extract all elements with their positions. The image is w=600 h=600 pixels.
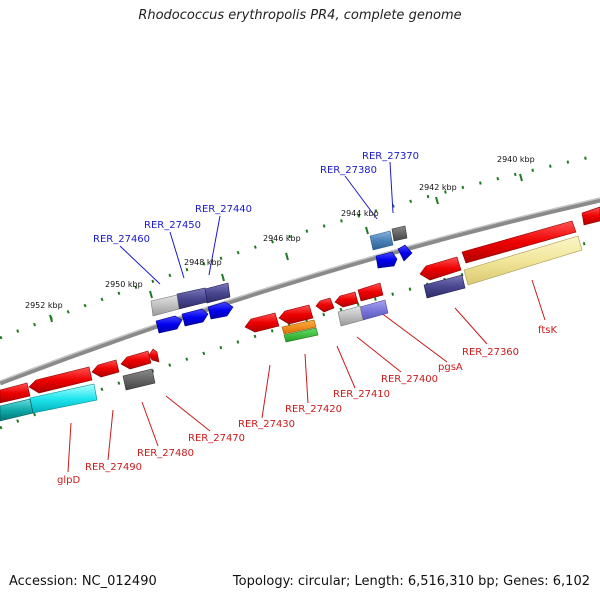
reverse-gene-labels: ftsK RER_27360 pgsA RER_27400 RER_27410 … <box>57 325 557 486</box>
gene-rer-27380b <box>397 244 413 262</box>
gene-rer-27470-red <box>120 350 152 370</box>
gene-rer-27470-small <box>148 348 160 363</box>
gene-rer-27410 <box>337 305 364 327</box>
gene-rer-27420-orange <box>281 319 317 335</box>
gene-pgsa-red3 <box>315 297 335 313</box>
gene-rer-27460 <box>150 294 180 317</box>
gene-rer-27380 <box>375 251 398 269</box>
gene-pgsa-red <box>357 282 384 302</box>
kbp-labels: 2940 kbp 2942 kbp 2944 kbp 2946 kbp 2948… <box>25 155 535 310</box>
gene-rer-27420-green <box>283 327 319 343</box>
gene-rer-27440 <box>204 282 231 304</box>
major-ticks <box>49 173 523 323</box>
kbp-label: 2950 kbp <box>105 280 143 289</box>
gene-ftsk-yellow <box>463 235 583 286</box>
kbp-label: 2948 kbp <box>184 258 222 267</box>
gene-ftsk <box>461 220 577 264</box>
reverse-features <box>0 206 600 422</box>
gene-label: RER_27360 <box>462 347 519 358</box>
gene-label: RER_27480 <box>137 448 194 459</box>
gene-label: ftsK <box>538 325 557 336</box>
gene-rer-27360 <box>423 274 466 299</box>
gene-label: RER_27470 <box>188 433 245 444</box>
gene-rer-27450 <box>176 287 208 310</box>
gene-rer-27490 <box>91 359 120 378</box>
kbp-label: 2946 kbp <box>263 234 301 243</box>
gene-rer-27430-a <box>278 304 314 325</box>
gene-label: glpD <box>57 475 80 486</box>
gene-blue-b <box>181 308 209 327</box>
forward-gene-labels: RER_27370 RER_27380 RER_27440 RER_27450 … <box>93 151 419 245</box>
genome-backbone-highlight <box>0 197 600 382</box>
gene-rer-27360-red <box>419 256 462 281</box>
gene-rer-27370 <box>391 225 408 242</box>
gene-label: RER_27410 <box>333 389 390 400</box>
gene-label: RER_27490 <box>85 462 142 473</box>
genome-summary: Topology: circular; Length: 6,516,310 bp… <box>232 574 590 589</box>
kbp-label: 2940 kbp <box>497 155 535 164</box>
gene-left-red <box>0 382 31 404</box>
genome-backbone <box>0 197 600 386</box>
gene-label: RER_27370 <box>362 151 419 162</box>
accession-label: Accession: NC_012490 <box>9 574 157 589</box>
forward-features <box>150 225 413 334</box>
gene-blue-c <box>207 301 234 320</box>
gene-label: RER_27400 <box>381 374 438 385</box>
page-title: Rhodococcus erythropolis PR4, complete g… <box>138 8 462 23</box>
gene-label: RER_27420 <box>285 404 342 415</box>
outer-tick-ring <box>0 153 600 340</box>
kbp-label: 2944 kbp <box>341 209 379 218</box>
gene-glpd-red <box>28 366 93 394</box>
gene-label: RER_27460 <box>93 234 150 245</box>
gene-far-right-red <box>581 206 600 226</box>
gene-rer-27430-b <box>244 312 280 333</box>
gene-blue-a <box>155 315 183 334</box>
gene-glpd-teal <box>0 398 34 422</box>
gene-steel <box>369 230 394 251</box>
gene-label: RER_27450 <box>144 220 201 231</box>
leader-lines <box>67 161 546 473</box>
kbp-label: 2952 kbp <box>25 301 63 310</box>
gene-rer-27480 <box>122 368 156 391</box>
gene-label: pgsA <box>438 362 463 373</box>
gene-label: RER_27440 <box>195 204 252 215</box>
gene-pgsa-red2 <box>334 291 359 308</box>
gene-label: RER_27430 <box>238 419 295 430</box>
kbp-label: 2942 kbp <box>419 183 457 192</box>
gene-rer-27400 <box>359 299 389 321</box>
gene-label: RER_27380 <box>320 165 377 176</box>
